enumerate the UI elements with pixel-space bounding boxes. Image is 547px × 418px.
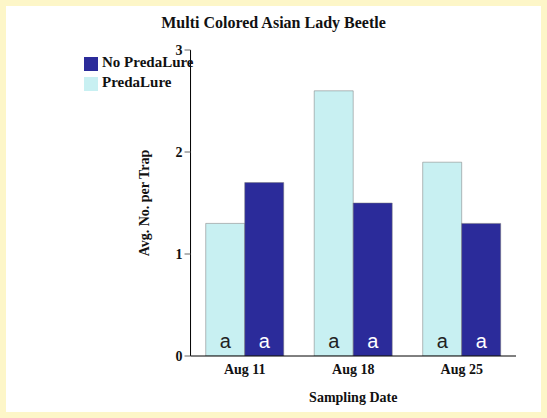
svg-text:a: a [437,330,449,352]
svg-text:a: a [220,330,232,352]
svg-text:1: 1 [176,247,183,262]
svg-text:2: 2 [176,145,183,160]
svg-text:Aug 11: Aug 11 [224,362,266,377]
svg-text:a: a [476,330,488,352]
svg-text:0: 0 [176,349,183,364]
svg-text:Aug 25: Aug 25 [441,362,483,377]
svg-text:a: a [367,330,379,352]
svg-text:3: 3 [176,43,183,58]
html-text:Multi Colored Asian Lady Beetl: Multi Colored Asian Lady Beetle [161,14,386,31]
svg-text:Sampling Date: Sampling Date [309,390,397,405]
svg-text:Aug 18: Aug 18 [332,362,374,377]
svg-text:a: a [259,330,271,352]
html-text:No PredaLure: No PredaLure [102,54,194,70]
html-text:PredaLure: PredaLure [102,74,172,90]
svg-text:Avg. No. per Trap: Avg. No. per Trap [137,149,152,256]
svg-text:a: a [328,330,340,352]
